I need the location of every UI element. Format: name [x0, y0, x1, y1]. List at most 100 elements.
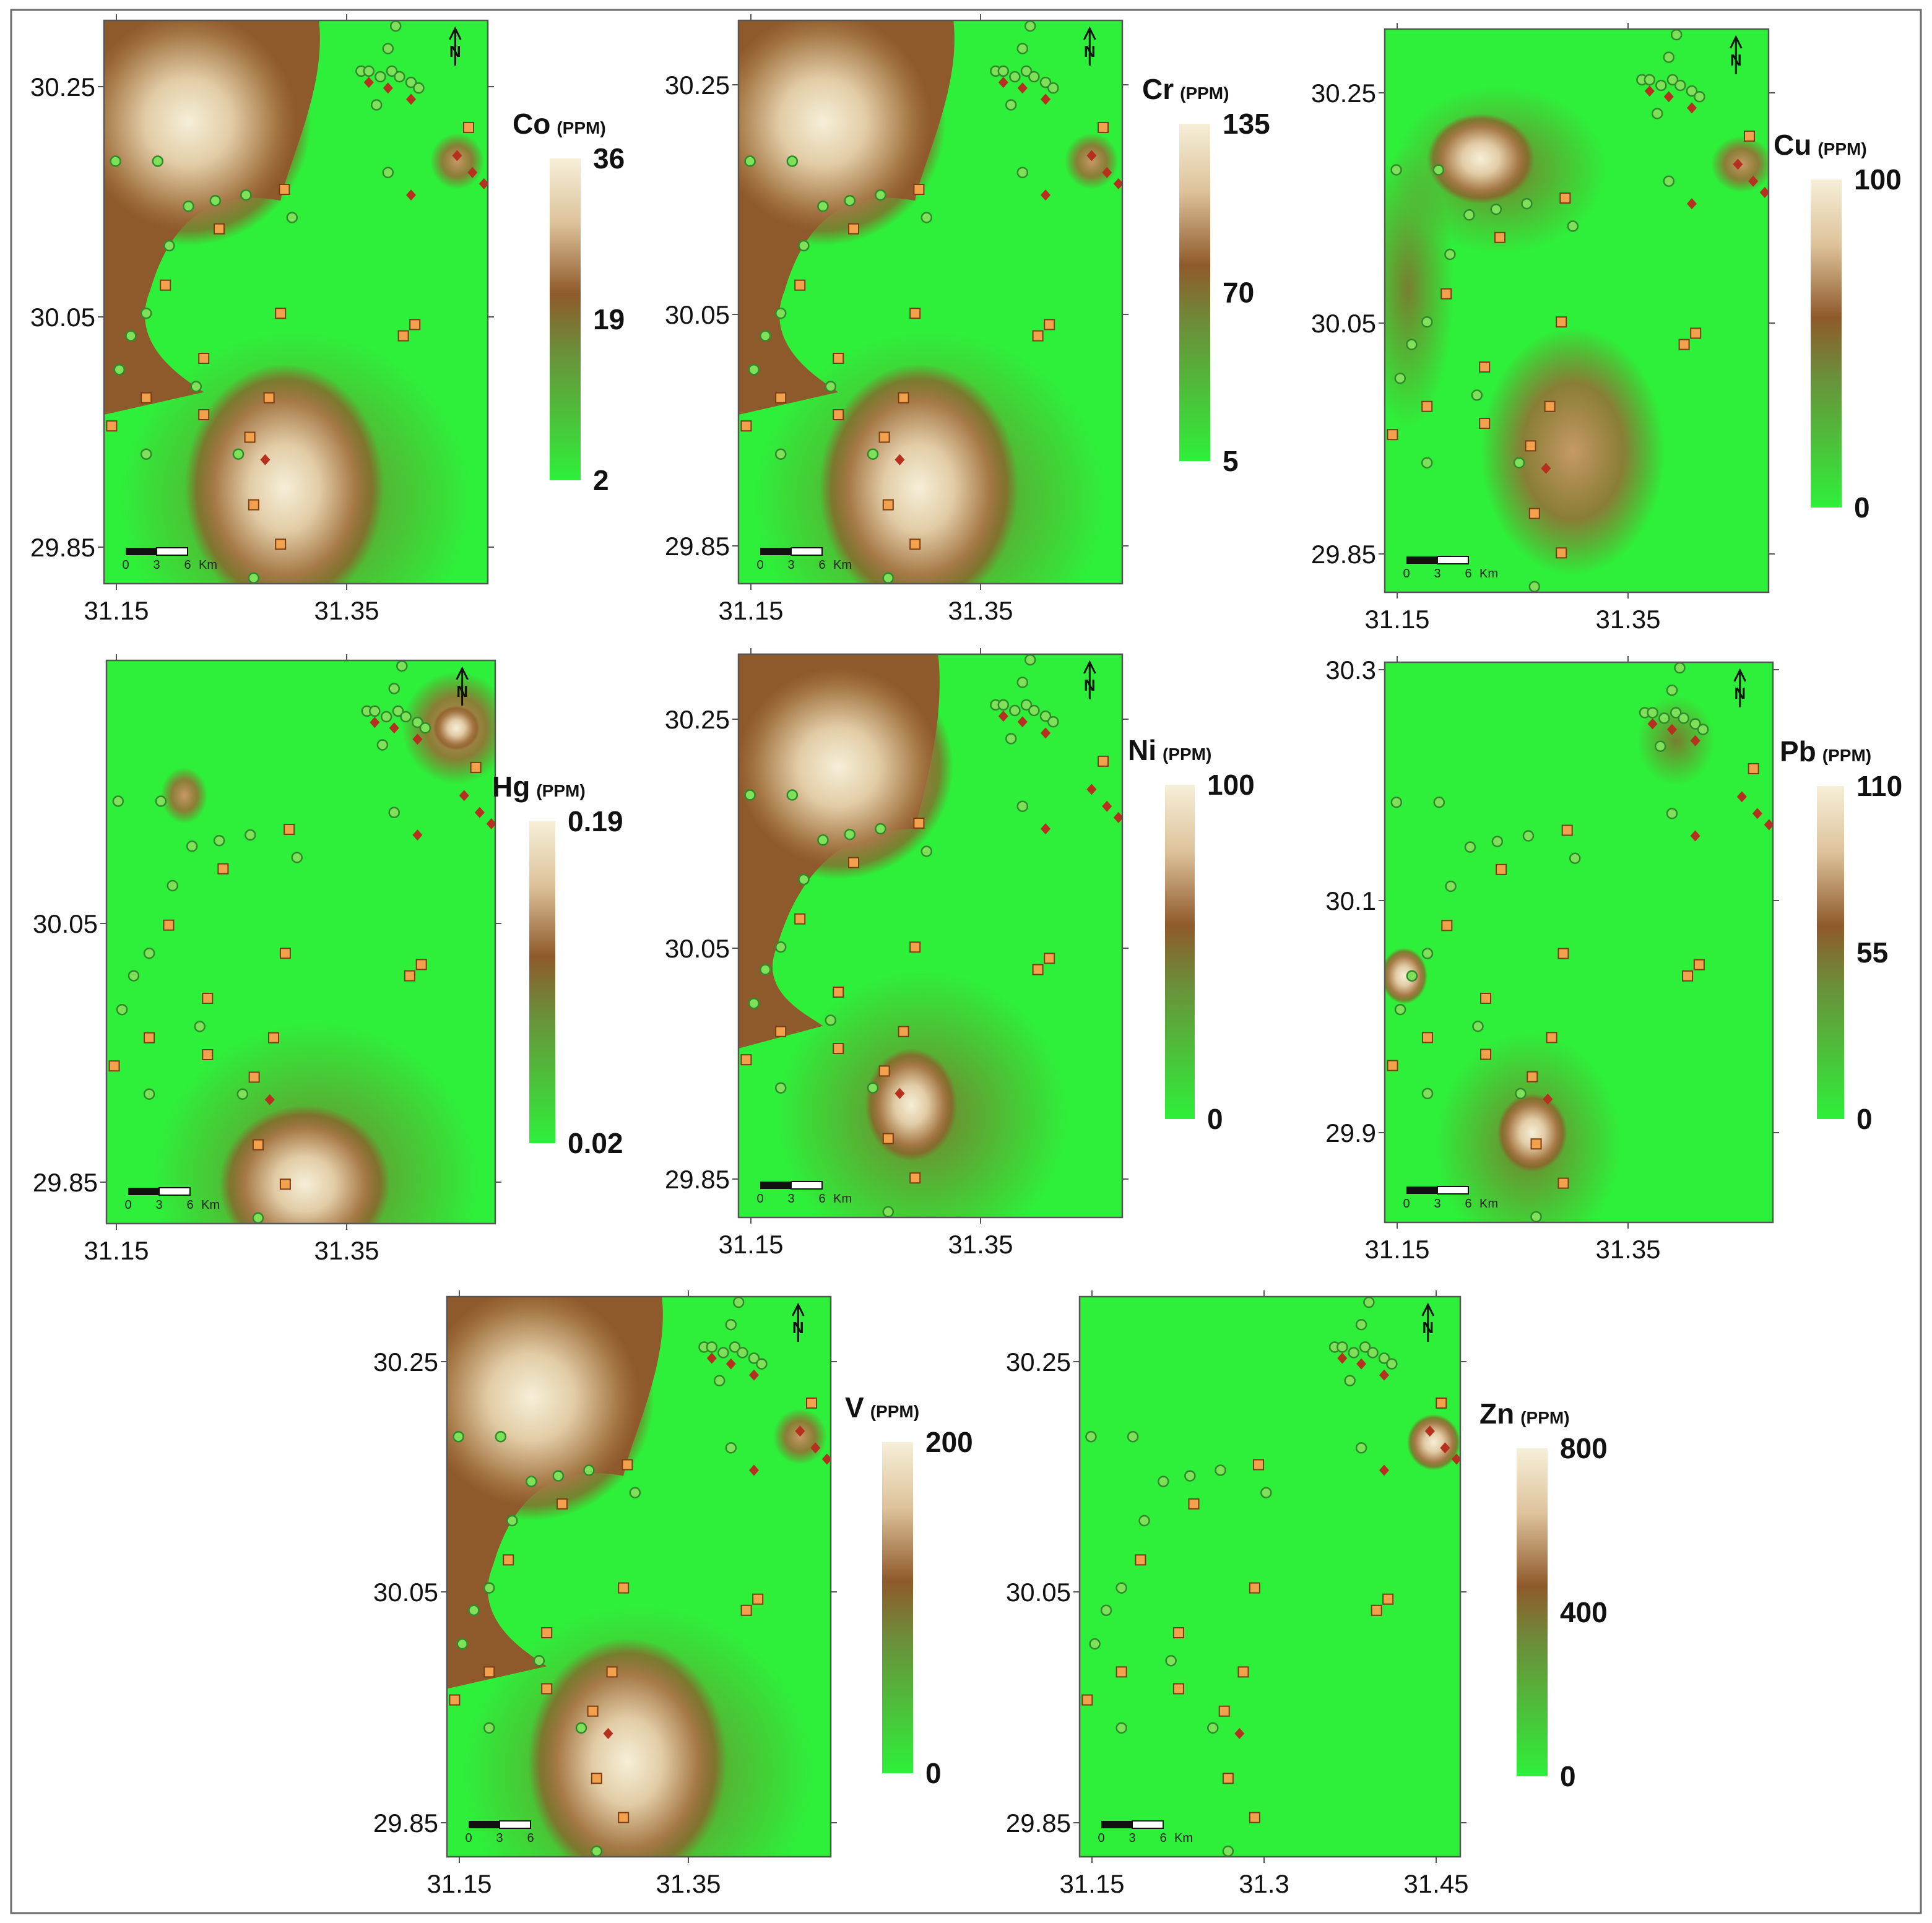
sample-circle-marker — [495, 1431, 507, 1443]
hg-scale-label: Km — [201, 1198, 220, 1212]
sample-square-marker — [1382, 1593, 1394, 1605]
cu-scale-bar: 0 3 6 Km — [1403, 556, 1498, 581]
co-hotspot-south — [184, 364, 384, 584]
sample-circle-marker — [1127, 1431, 1139, 1443]
sample-square-marker — [279, 184, 290, 195]
hg-hotspot-south — [219, 1105, 391, 1224]
pb-legend-value: 0 — [1856, 1103, 1873, 1135]
sample-circle-marker — [382, 166, 394, 178]
ni-scale-label: 3 — [787, 1192, 794, 1206]
sample-diamond-marker — [1666, 724, 1677, 735]
sample-circle-marker — [1406, 970, 1418, 982]
sample-diamond-marker — [1113, 811, 1122, 823]
sample-square-marker — [909, 538, 921, 550]
sample-circle-marker — [1421, 1087, 1434, 1100]
sample-square-marker — [1557, 948, 1569, 959]
sample-diamond-marker — [467, 166, 478, 178]
sample-square-marker — [752, 1593, 764, 1605]
sample-diamond-marker — [1102, 800, 1112, 812]
co-scale-label: 3 — [153, 558, 160, 572]
sample-circle-marker — [167, 879, 179, 892]
sample-diamond-marker — [1733, 158, 1743, 170]
sample-circle-marker — [732, 1297, 745, 1308]
sample-diamond-marker — [1086, 150, 1097, 162]
sample-circle-marker — [1138, 1515, 1150, 1527]
sample-circle-marker — [388, 683, 400, 694]
sample-circle-marker — [1047, 715, 1059, 728]
sample-diamond-marker — [1764, 819, 1773, 831]
ni-legend-value: 100 — [1207, 769, 1255, 801]
sample-circle-marker — [1363, 1297, 1375, 1308]
sample-diamond-marker — [1041, 727, 1050, 739]
v-hotspot-north — [447, 1297, 654, 1521]
sample-circle-marker — [1355, 1319, 1367, 1331]
sample-diamond-marker — [1356, 1358, 1367, 1370]
pb-hotspot-west — [1385, 948, 1427, 1005]
sample-circle-marker — [1016, 800, 1029, 812]
sample-square-marker — [1249, 1582, 1260, 1594]
pb-map-frame — [1384, 661, 1774, 1224]
sample-square-marker — [198, 409, 210, 420]
sample-square-marker — [1387, 429, 1398, 441]
sample-circle-marker — [186, 841, 198, 852]
panel-ni: N 0 3 6 Km 30.25 30.05 29.85 31.15 31.35 Ni (PPM)10… — [665, 648, 1255, 1259]
sample-circle-marker — [110, 155, 121, 167]
sample-circle-marker — [248, 572, 260, 584]
sample-square-marker — [1693, 959, 1705, 970]
hg-hotspot-northwest — [160, 767, 208, 824]
sample-circle-marker — [1472, 1021, 1484, 1032]
ni-y-tick-label: 29.85 — [665, 1165, 730, 1194]
sample-diamond-marker — [1663, 91, 1674, 103]
v-legend-title: V (PPM) — [845, 1391, 919, 1424]
sample-circle-marker — [844, 194, 856, 207]
sample-diamond-marker — [1690, 735, 1700, 746]
sample-circle-marker — [1670, 29, 1683, 41]
sample-circle-marker — [1028, 704, 1040, 717]
hg-legend-title: Hg (PPM) — [492, 771, 586, 803]
sample-circle-marker — [875, 823, 886, 835]
pb-y-tick-label: 30.3 — [1325, 655, 1376, 685]
sample-circle-marker — [209, 194, 222, 207]
pb-scale-label: 6 — [1465, 1197, 1471, 1211]
sample-square-marker — [1253, 1459, 1265, 1471]
sample-circle-marker — [1421, 457, 1433, 469]
sample-diamond-marker — [406, 189, 416, 201]
pb-x-tick-label: 31.15 — [1364, 1235, 1429, 1264]
sample-circle-marker — [1158, 1476, 1169, 1487]
sample-square-marker — [1682, 970, 1694, 982]
sample-square-marker — [775, 392, 787, 404]
cr-hotspot-east — [1065, 133, 1119, 189]
sample-square-marker — [848, 857, 859, 868]
cu-map-frame — [1384, 28, 1770, 594]
co-y-tick-label: 30.05 — [30, 303, 95, 332]
sample-diamond-marker — [412, 829, 423, 841]
sample-circle-marker — [1521, 197, 1533, 210]
sample-square-marker — [279, 948, 291, 959]
sample-square-marker — [106, 420, 118, 432]
sample-square-marker — [1172, 1683, 1184, 1695]
sample-circle-marker — [190, 381, 202, 392]
sample-circle-marker — [1016, 676, 1029, 688]
sample-circle-marker — [737, 1347, 748, 1359]
co-legend-value: 19 — [593, 303, 625, 335]
sample-square-marker — [1559, 192, 1571, 204]
sample-circle-marker — [1207, 1722, 1219, 1734]
hg-x-tick-label: 31.35 — [314, 1236, 379, 1265]
sample-circle-marker — [760, 330, 771, 342]
hg-legend-value: 0.02 — [568, 1127, 623, 1159]
sample-circle-marker — [1654, 740, 1666, 752]
sample-square-marker — [1421, 400, 1433, 412]
hg-north-label: N — [456, 682, 468, 701]
sample-square-marker — [1188, 1498, 1200, 1510]
figure-border — [10, 9, 1922, 1914]
sample-circle-marker — [369, 705, 381, 717]
sample-circle-marker — [748, 997, 760, 1009]
sample-circle-marker — [1445, 880, 1457, 892]
sample-diamond-marker — [795, 1425, 805, 1437]
cu-hotspot-north — [1427, 113, 1535, 204]
sample-square-marker — [1525, 440, 1536, 452]
sample-square-marker — [244, 431, 256, 443]
sample-circle-marker — [183, 201, 194, 212]
sample-square-marker — [833, 987, 844, 998]
cr-map-frame — [737, 19, 1124, 585]
